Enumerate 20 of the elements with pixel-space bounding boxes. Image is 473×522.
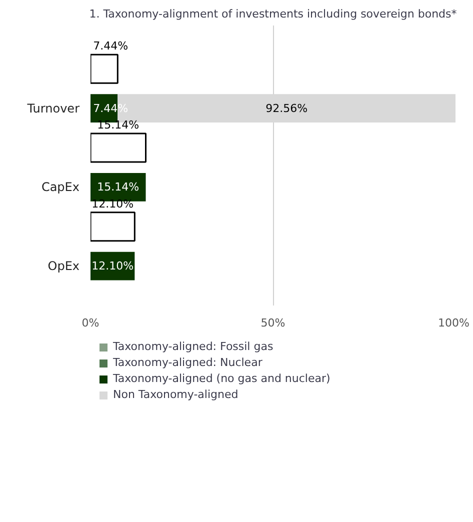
bar [90, 54, 118, 84]
y-tick-label: OpEx [48, 259, 80, 274]
legend-label: Taxonomy-aligned (no gas and nuclear) [113, 372, 330, 385]
x-tick-label: 100% [438, 316, 470, 330]
x-tick-label: 50% [260, 316, 286, 330]
data-label: 12.10% [92, 197, 134, 210]
legend-label: Taxonomy-aligned: Fossil gas [113, 340, 274, 353]
legend-label: Non Taxonomy-aligned [113, 388, 238, 401]
bar [90, 132, 147, 163]
x-tick-label: 0% [82, 316, 100, 330]
legend-label: Taxonomy-aligned: Nuclear [113, 356, 262, 369]
data-label: 92.56% [266, 102, 308, 115]
y-tick-label: Turnover [26, 101, 80, 116]
bar [90, 212, 136, 242]
data-label: 7.44% [93, 40, 128, 53]
data-label: 12.10% [92, 260, 134, 273]
chart-title: 1. Taxonomy-alignment of investments including sovereign bonds* [89, 8, 458, 20]
y-tick-label: CapEx [41, 180, 80, 194]
data-label: 15.14% [97, 118, 140, 132]
data-label: 15.14% [97, 180, 140, 194]
